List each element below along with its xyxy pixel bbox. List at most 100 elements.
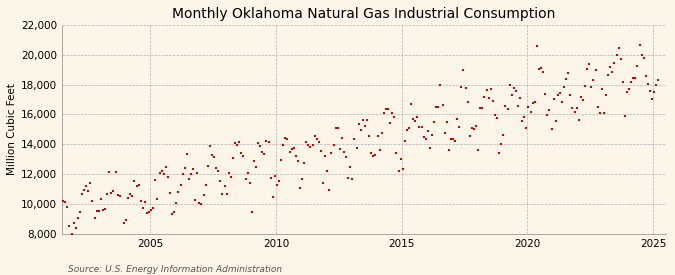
Point — [525, 110, 536, 114]
Point — [381, 107, 392, 111]
Point — [647, 97, 657, 101]
Point — [112, 192, 123, 197]
Point — [470, 124, 481, 128]
Point — [523, 105, 534, 109]
Point — [641, 74, 651, 78]
Point — [599, 111, 610, 116]
Point — [489, 112, 500, 117]
Point — [337, 136, 348, 141]
Point — [207, 153, 217, 157]
Point — [421, 137, 431, 141]
Point — [517, 118, 528, 123]
Point — [584, 62, 595, 66]
Point — [578, 98, 589, 102]
Point — [586, 84, 597, 89]
Point — [89, 216, 100, 220]
Point — [515, 96, 526, 100]
Point — [144, 210, 155, 214]
Point — [303, 143, 314, 147]
Point — [209, 155, 219, 159]
Point — [163, 174, 173, 179]
Point — [190, 198, 200, 202]
Point — [563, 71, 574, 76]
Point — [567, 105, 578, 110]
Point — [588, 78, 599, 82]
Point — [396, 157, 406, 161]
Point — [45, 227, 56, 232]
Point — [142, 211, 153, 215]
Point — [51, 197, 62, 201]
Point — [601, 92, 612, 97]
Title: Monthly Oklahoma Natural Gas Industrial Consumption: Monthly Oklahoma Natural Gas Industrial … — [172, 7, 556, 21]
Point — [557, 100, 568, 104]
Point — [618, 80, 628, 84]
Point — [435, 82, 446, 87]
Point — [66, 232, 77, 236]
Point — [433, 104, 443, 109]
Point — [649, 90, 659, 94]
Point — [328, 143, 339, 147]
Point — [129, 179, 140, 183]
Point — [370, 152, 381, 157]
Point — [72, 216, 83, 221]
Point — [576, 95, 587, 99]
Point — [152, 197, 163, 201]
Point — [626, 80, 637, 84]
Point — [466, 125, 477, 130]
Point — [271, 183, 282, 188]
Point — [104, 170, 115, 174]
Point — [398, 166, 408, 171]
Point — [138, 206, 148, 210]
Point — [377, 130, 387, 135]
Point — [159, 172, 169, 176]
Point — [452, 117, 462, 122]
Point — [620, 113, 630, 118]
Point — [305, 145, 316, 150]
Point — [498, 133, 509, 138]
Point — [639, 56, 649, 61]
Point — [548, 97, 559, 101]
Point — [540, 91, 551, 96]
Point — [74, 209, 85, 214]
Point — [140, 200, 151, 204]
Point — [299, 161, 310, 165]
Point — [246, 210, 257, 214]
Text: Source: U.S. Energy Information Administration: Source: U.S. Energy Information Administ… — [68, 265, 281, 274]
Point — [315, 149, 326, 153]
Point — [275, 158, 286, 163]
Point — [286, 146, 297, 151]
Point — [225, 175, 236, 179]
Point — [116, 234, 127, 238]
Point — [326, 151, 337, 156]
Point — [609, 61, 620, 65]
Point — [546, 127, 557, 131]
Point — [468, 127, 479, 131]
Point — [347, 176, 358, 181]
Point — [259, 152, 270, 156]
Point — [632, 64, 643, 68]
Point — [87, 199, 98, 203]
Point — [493, 151, 504, 156]
Point — [611, 53, 622, 57]
Point — [161, 165, 171, 170]
Point — [242, 171, 253, 176]
Point — [211, 166, 221, 170]
Point — [238, 154, 249, 159]
Point — [645, 89, 655, 93]
Point — [236, 151, 246, 155]
Point — [119, 221, 130, 225]
Point — [202, 164, 213, 168]
Point — [385, 121, 396, 125]
Point — [108, 188, 119, 193]
Point — [217, 192, 228, 196]
Point — [186, 172, 196, 176]
Point — [393, 169, 404, 173]
Point — [613, 45, 624, 50]
Point — [362, 118, 373, 122]
Point — [519, 115, 530, 119]
Point — [536, 65, 547, 70]
Point — [257, 150, 268, 154]
Point — [221, 192, 232, 196]
Point — [47, 221, 58, 226]
Point — [196, 202, 207, 206]
